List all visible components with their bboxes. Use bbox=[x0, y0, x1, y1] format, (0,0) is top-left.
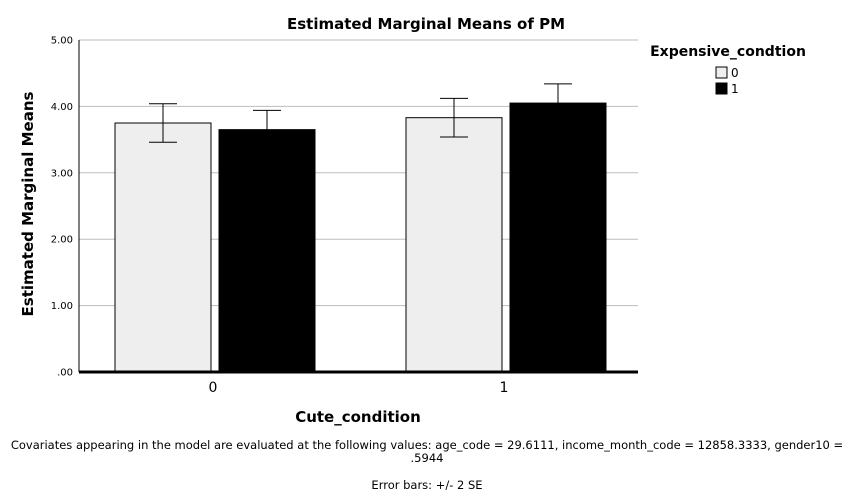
y-axis-label: Estimated Marginal Means bbox=[19, 92, 37, 317]
legend-swatch-0 bbox=[715, 66, 728, 79]
legend-items: 01 bbox=[715, 66, 739, 96]
legend-label-0: 0 bbox=[731, 66, 739, 80]
bar-series1-cat0 bbox=[218, 129, 316, 373]
x-tick-label-0: 0 bbox=[209, 380, 218, 396]
y-tick-label-3: 3.00 bbox=[51, 168, 73, 179]
legend-label-1: 1 bbox=[731, 82, 739, 96]
error-bars bbox=[149, 83, 572, 150]
legend-title: Expensive_condtion bbox=[650, 44, 806, 60]
bar-series1-cat1 bbox=[509, 102, 607, 373]
bar-series0-cat1 bbox=[405, 117, 503, 373]
bar-series0-cat0 bbox=[114, 122, 212, 373]
bars bbox=[114, 102, 607, 373]
y-tick-label-2: 2.00 bbox=[51, 235, 73, 246]
x-axis-label: Cute_condition bbox=[295, 408, 421, 426]
y-tick-label-4: 4.00 bbox=[51, 102, 73, 113]
y-tick-labels: .00 1.00 2.00 3.00 4.00 5.00 bbox=[51, 36, 73, 379]
y-tick-label-0: .00 bbox=[57, 368, 73, 379]
chart-title: Estimated Marginal Means of PM bbox=[287, 15, 565, 33]
legend-swatch-1 bbox=[715, 82, 728, 95]
error-bars-footnote: Error bars: +/- 2 SE bbox=[371, 478, 483, 492]
y-tick-label-1: 1.00 bbox=[51, 301, 73, 312]
y-tick-label-5: 5.00 bbox=[51, 36, 73, 47]
legend: Expensive_condtion 01 bbox=[650, 44, 806, 96]
axes bbox=[78, 40, 638, 374]
x-tick-label-1: 1 bbox=[500, 380, 509, 396]
covariates-footnote: Covariates appearing in the model are ev… bbox=[10, 438, 844, 465]
